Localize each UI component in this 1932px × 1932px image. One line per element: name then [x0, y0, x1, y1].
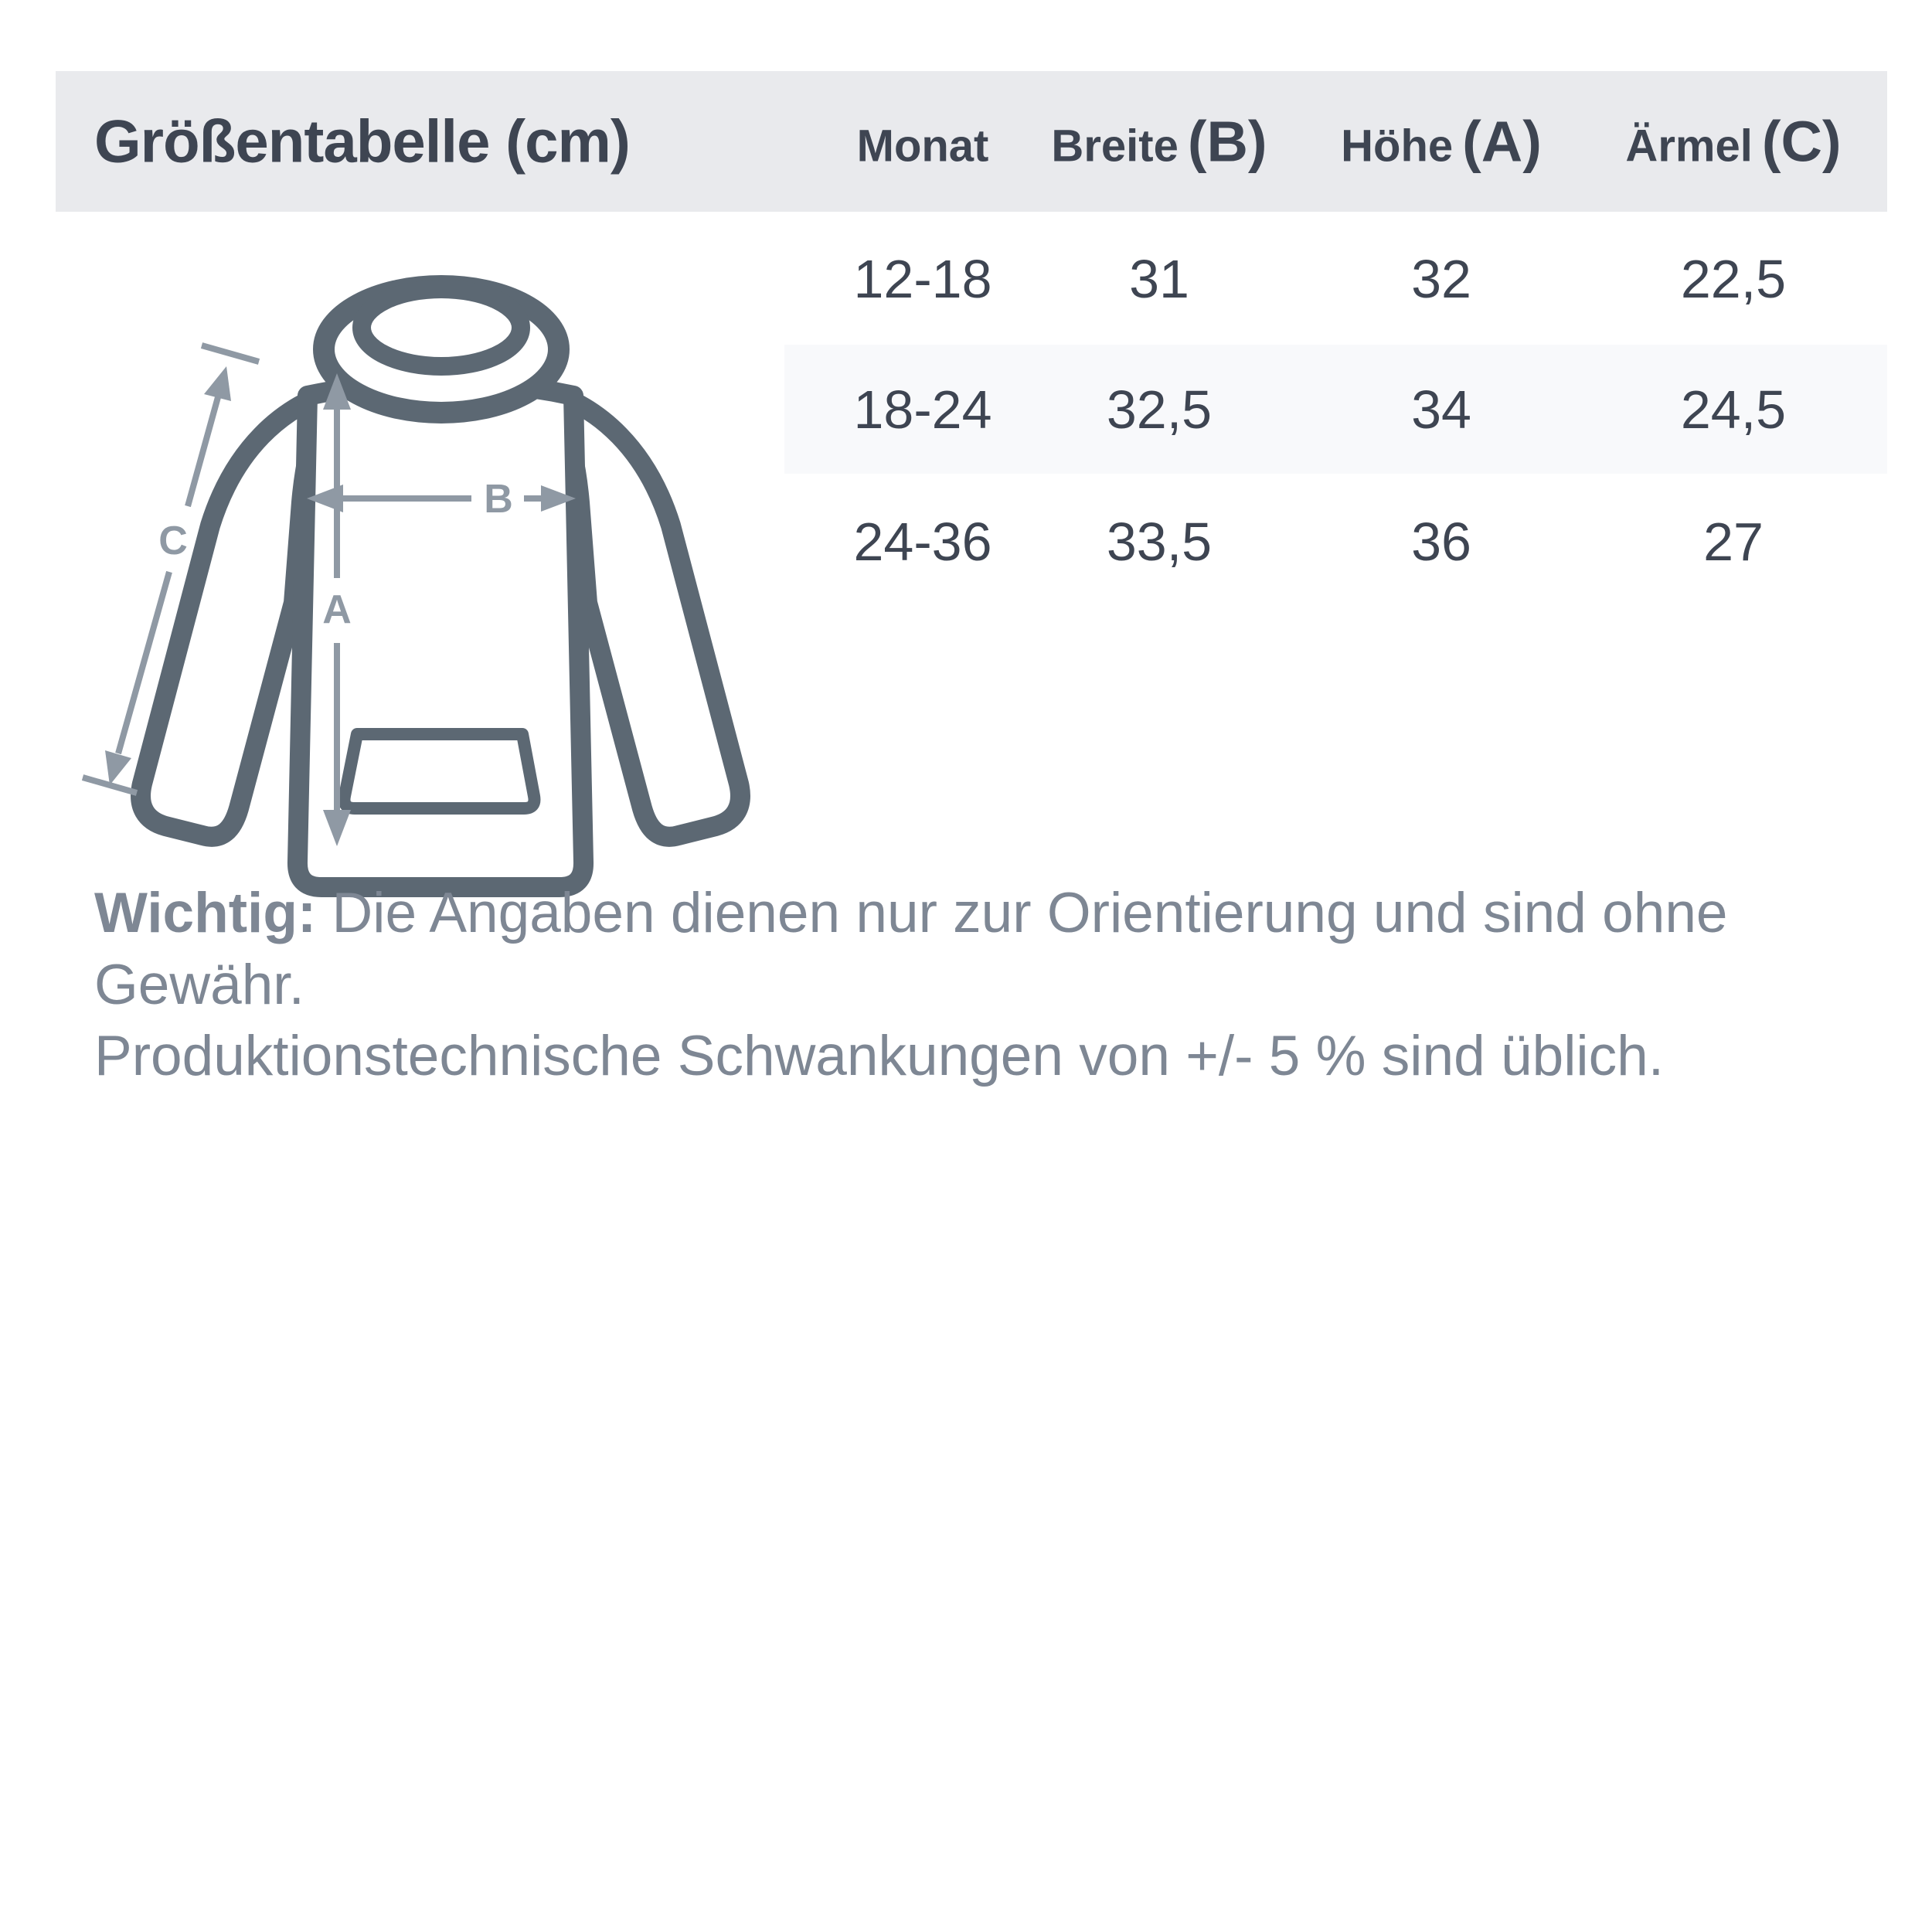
table-header-band: [56, 71, 1887, 212]
table-cell: 24-36: [853, 512, 992, 572]
table-cell: 18-24: [853, 379, 992, 440]
arrowhead-b-left: [307, 485, 343, 512]
hoodie-diagram: A B C: [81, 275, 750, 897]
disclaimer-line2: Produktionstechnische Schwankungen von +…: [94, 1025, 1665, 1088]
measure-line-c: [115, 570, 172, 755]
column-dim: (C): [1761, 109, 1842, 174]
measure-tick-c-top: [200, 342, 260, 365]
table-cell: 31: [1129, 249, 1189, 309]
table-cell: 33,5: [1106, 512, 1213, 572]
table-cell: 24,5: [1680, 379, 1787, 440]
column-label: Breite: [1051, 121, 1179, 172]
column-label: Monat: [856, 121, 989, 172]
measure-label-b: B: [484, 477, 513, 522]
measure-label-a: A: [322, 587, 352, 632]
arrowhead-c-bottom: [105, 750, 131, 785]
table-cell: 22,5: [1680, 249, 1787, 309]
disclaimer-lead: Wichtig:: [94, 882, 317, 944]
column-header-monat: Monat: [857, 109, 989, 175]
hood-inner-ring: [352, 280, 530, 376]
table-cell: 34: [1411, 379, 1471, 440]
column-dim: (A): [1462, 109, 1542, 174]
kangaroo-pocket: [338, 728, 541, 815]
row-stripe: [784, 345, 1887, 474]
table-cell: 32: [1411, 249, 1471, 309]
column-header-hoehe: Höhe (A): [1341, 109, 1542, 175]
arrowhead-a-bottom: [323, 810, 351, 846]
column-dim: (B): [1187, 109, 1267, 174]
column-header-aermel: Ärmel (C): [1625, 109, 1841, 175]
measure-label-c: C: [158, 519, 188, 563]
disclaimer-line1: Die Angaben dienen nur zur Orientierung …: [94, 882, 1728, 1016]
arrowhead-b-right: [541, 485, 576, 512]
table-cell: 27: [1703, 512, 1764, 572]
arrowhead-a-top: [323, 373, 351, 410]
column-label: Höhe: [1341, 121, 1454, 172]
column-header-breite: Breite (B): [1051, 109, 1267, 175]
page-title: Größentabelle (cm): [94, 107, 631, 175]
arrowhead-c-top: [204, 366, 231, 401]
column-label: Ärmel: [1625, 121, 1753, 172]
measure-line-c: [185, 396, 221, 508]
table-cell: 36: [1411, 512, 1471, 572]
table-cell: 32,5: [1106, 379, 1213, 440]
disclaimer-note: Wichtig: Die Angaben dienen nur zur Orie…: [94, 878, 1756, 1093]
table-cell: 12-18: [853, 249, 992, 309]
